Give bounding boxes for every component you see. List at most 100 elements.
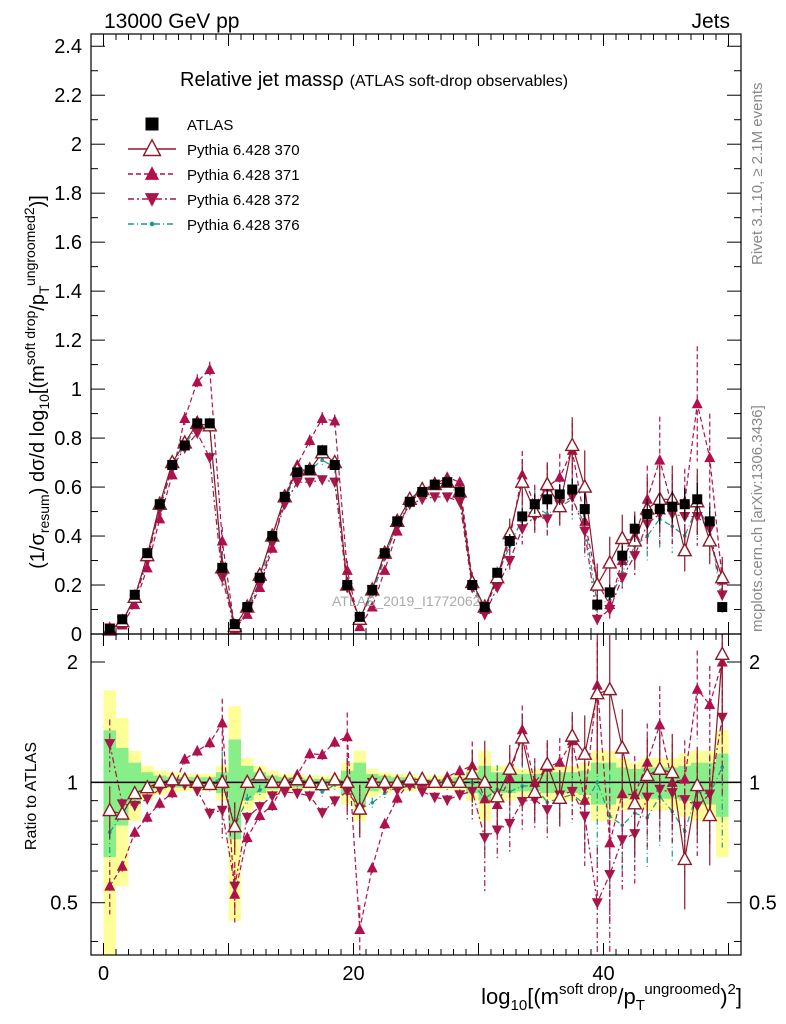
ratio-point bbox=[616, 835, 628, 846]
chart-title-main: Relative jet massρ bbox=[180, 69, 344, 91]
ratio-point bbox=[179, 753, 191, 764]
data-point bbox=[241, 608, 253, 619]
ratio-point bbox=[216, 805, 228, 817]
y-tick-label: 0.2 bbox=[54, 575, 82, 597]
data-point bbox=[142, 548, 153, 559]
ratio-point bbox=[304, 791, 316, 802]
ratio-point bbox=[602, 681, 618, 696]
ratio-series-line bbox=[109, 654, 723, 860]
header-left: 13000 GeV pp bbox=[104, 10, 239, 33]
data-point bbox=[141, 561, 153, 573]
data-point bbox=[354, 611, 365, 622]
y-tick-label: 1.2 bbox=[54, 330, 82, 352]
ratio-series-line bbox=[109, 717, 723, 905]
ratio-point bbox=[402, 770, 418, 785]
ratio-point bbox=[514, 729, 530, 744]
data-point bbox=[429, 479, 440, 490]
ratio-point bbox=[364, 773, 380, 789]
ratio-y-tick-label: 0.5 bbox=[50, 893, 78, 915]
data-point bbox=[366, 601, 378, 612]
ratio-point bbox=[189, 773, 205, 789]
data-point bbox=[304, 477, 316, 489]
ratio-point bbox=[327, 771, 343, 786]
ratio-point bbox=[139, 779, 155, 794]
legend-label: Pythia 6.428 376 bbox=[187, 217, 300, 234]
data-point bbox=[516, 524, 528, 535]
data-point bbox=[517, 511, 528, 522]
data-point bbox=[564, 436, 580, 452]
ratio-panel bbox=[91, 634, 741, 955]
ratio-point bbox=[414, 770, 430, 786]
watermark: ATLAS_2019_I1772062 bbox=[332, 593, 481, 609]
ratio-point bbox=[591, 898, 603, 909]
ratio-point bbox=[289, 771, 305, 786]
ratio-point bbox=[454, 790, 466, 801]
series-atlas bbox=[104, 418, 728, 635]
ratio-point bbox=[427, 773, 443, 789]
legend-marker bbox=[144, 166, 160, 180]
ratio-point bbox=[391, 792, 403, 803]
legend-label: Pythia 6.428 370 bbox=[187, 142, 300, 159]
ratio-point bbox=[689, 777, 705, 792]
ratio-point bbox=[316, 808, 328, 819]
ratio-point bbox=[520, 784, 525, 788]
ratio-point bbox=[720, 765, 725, 770]
data-point bbox=[591, 614, 603, 626]
y-tick-label: 1.8 bbox=[54, 183, 82, 205]
data-point bbox=[454, 476, 466, 487]
y-tick-label: 0.6 bbox=[54, 477, 82, 499]
ratio-point bbox=[191, 786, 203, 797]
data-point bbox=[529, 499, 540, 510]
ratio-point bbox=[441, 795, 453, 807]
ratio-y-tick-label-right: 0.5 bbox=[749, 893, 777, 915]
data-point bbox=[204, 363, 216, 375]
data-point bbox=[179, 412, 191, 423]
ratio-point bbox=[579, 811, 591, 823]
ratio-point bbox=[702, 807, 718, 822]
ratio-y-tick-label-right: 2 bbox=[749, 652, 760, 674]
ratio-y-axis-label: Ratio to ATLAS bbox=[23, 742, 40, 850]
ratio-point bbox=[370, 801, 375, 805]
ratio-point bbox=[714, 645, 730, 660]
ratio-point bbox=[254, 802, 266, 813]
ratio-point bbox=[291, 788, 303, 800]
data-point bbox=[341, 564, 353, 575]
ratio-point bbox=[566, 786, 578, 798]
data-point bbox=[604, 587, 615, 598]
x-tick-label: 40 bbox=[592, 963, 614, 985]
ratio-point bbox=[352, 800, 368, 815]
ratio-point bbox=[239, 773, 255, 789]
data-point bbox=[342, 580, 353, 591]
data-point bbox=[304, 434, 316, 446]
ratio-point bbox=[589, 685, 605, 700]
ratio-point bbox=[152, 773, 168, 789]
data-point bbox=[679, 499, 690, 510]
ratio-point bbox=[257, 788, 262, 792]
legend: ATLAS Pythia 6.428 370 Pythia 6.428 371 Pyt… bbox=[128, 117, 300, 234]
data-point bbox=[267, 531, 278, 542]
data-point bbox=[552, 498, 568, 513]
data-point bbox=[541, 514, 553, 525]
ratio-point bbox=[320, 790, 325, 794]
y-tick-label: 2.4 bbox=[54, 36, 82, 58]
ratio-point bbox=[116, 799, 128, 810]
data-point bbox=[602, 554, 618, 569]
ratio-point bbox=[677, 850, 693, 866]
y-tick-label: 1.4 bbox=[54, 281, 82, 303]
data-point bbox=[654, 454, 666, 465]
data-point bbox=[391, 525, 403, 536]
ratio-point bbox=[679, 773, 691, 784]
ratio-point bbox=[704, 698, 716, 710]
data-point bbox=[617, 550, 628, 561]
ratio-point bbox=[627, 795, 643, 810]
data-point bbox=[291, 477, 303, 489]
ratio-point bbox=[664, 764, 680, 779]
ratio-point bbox=[227, 818, 243, 833]
legend-marker bbox=[142, 138, 162, 157]
chart-title: Relative jet massρ (ATLAS soft-drop obser… bbox=[180, 69, 568, 91]
data-point bbox=[614, 530, 630, 545]
data-point bbox=[292, 467, 303, 478]
ratio-point bbox=[266, 799, 278, 811]
y-tick-label: 2.2 bbox=[54, 85, 82, 107]
